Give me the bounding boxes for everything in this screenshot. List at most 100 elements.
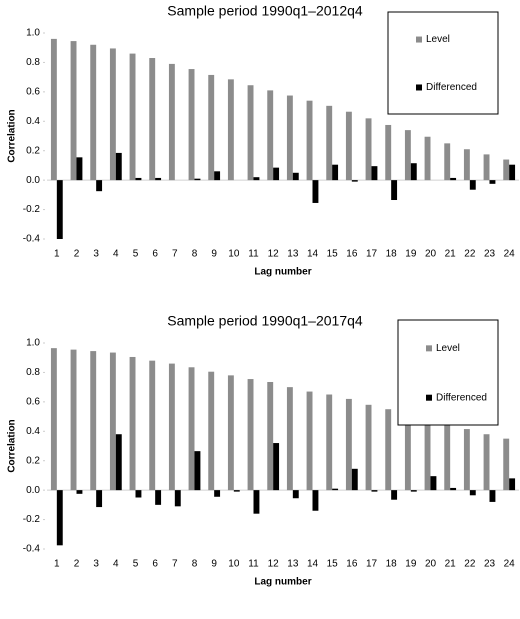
bar	[227, 79, 234, 181]
y-tick-label: 0.8	[26, 367, 40, 378]
bar	[332, 164, 339, 181]
bar	[50, 38, 57, 181]
bar	[351, 468, 358, 491]
bar	[292, 172, 299, 181]
x-tick-label: 3	[93, 249, 99, 260]
bar	[483, 434, 490, 491]
bar	[129, 356, 136, 491]
bar	[109, 48, 116, 181]
x-tick-label: 5	[133, 559, 139, 570]
bar	[371, 166, 378, 181]
bar	[208, 371, 215, 491]
x-tick-label: 12	[268, 249, 280, 260]
bar	[168, 363, 175, 491]
x-tick-label: 24	[504, 559, 516, 570]
bar	[70, 349, 77, 491]
x-tick-label: 6	[152, 249, 158, 260]
x-tick-label: 15	[327, 249, 339, 260]
x-axis-title: Lag number	[254, 577, 311, 588]
y-tick-label: -0.2	[23, 514, 41, 525]
x-tick-label: 8	[192, 559, 198, 570]
bar	[404, 413, 411, 491]
x-tick-label: 19	[405, 559, 417, 570]
bar	[306, 100, 313, 181]
x-tick-label: 23	[484, 559, 496, 570]
y-tick-label: 0.4	[26, 116, 40, 127]
bar	[149, 360, 156, 491]
bar	[90, 351, 97, 491]
bar	[430, 476, 437, 491]
x-tick-label: 2	[74, 249, 80, 260]
bar	[385, 124, 392, 181]
bar	[194, 178, 201, 181]
bar	[444, 423, 451, 491]
x-tick-label: 17	[366, 559, 378, 570]
bar	[332, 488, 339, 491]
x-tick-label: 18	[386, 559, 398, 570]
bar	[489, 490, 496, 502]
y-tick-label: 0.6	[26, 396, 40, 407]
bar	[155, 490, 162, 505]
bar	[90, 44, 97, 181]
bar	[188, 69, 195, 181]
x-axis-title: Lag number	[254, 267, 311, 278]
y-tick-label: 1.0	[26, 338, 40, 349]
bar	[312, 490, 319, 511]
x-tick-label: 16	[346, 559, 358, 570]
x-tick-label: 13	[287, 559, 299, 570]
x-tick-label: 17	[366, 249, 378, 260]
bar	[96, 180, 103, 192]
x-tick-label: 23	[484, 249, 496, 260]
bar	[292, 490, 299, 499]
bar	[56, 490, 63, 546]
bar	[503, 438, 510, 491]
bar	[391, 490, 398, 500]
legend-label: Level	[426, 34, 450, 45]
x-tick-label: 4	[113, 249, 119, 260]
x-tick-label: 20	[425, 559, 437, 570]
bar	[424, 136, 431, 181]
x-tick-label: 2	[74, 559, 80, 570]
bar	[109, 352, 116, 491]
chart-title: Sample period 1990q1–2012q4	[167, 3, 363, 19]
bar	[286, 387, 293, 491]
bar	[365, 404, 372, 491]
x-tick-label: 21	[445, 559, 457, 570]
bar	[483, 154, 490, 181]
x-tick-label: 22	[464, 559, 476, 570]
bar	[174, 490, 181, 507]
bar	[345, 398, 352, 491]
bar	[345, 111, 352, 181]
x-tick-label: 8	[192, 249, 198, 260]
bar	[253, 177, 260, 181]
bar	[233, 490, 240, 492]
bar	[214, 490, 221, 497]
bar	[155, 177, 162, 181]
bar	[424, 418, 431, 491]
x-tick-label: 11	[248, 559, 259, 570]
legend-swatch	[416, 36, 422, 43]
x-tick-label: 15	[327, 559, 339, 570]
bar	[444, 143, 451, 181]
bar	[135, 490, 142, 498]
chart-title: Sample period 1990q1–2017q4	[167, 313, 363, 329]
x-tick-label: 10	[228, 249, 240, 260]
bar	[450, 177, 457, 181]
bar	[188, 367, 195, 491]
bar	[267, 381, 274, 491]
bar	[115, 434, 122, 491]
bar	[312, 180, 319, 203]
bar	[56, 180, 63, 239]
bar	[286, 95, 293, 181]
bar	[227, 375, 234, 491]
bar	[489, 180, 496, 184]
bar	[365, 118, 372, 181]
x-tick-label: 16	[346, 249, 358, 260]
bar	[450, 487, 457, 491]
bar	[168, 63, 175, 181]
x-tick-label: 4	[113, 559, 119, 570]
x-tick-label: 10	[228, 559, 240, 570]
bar	[463, 429, 470, 491]
y-tick-label: 1.0	[26, 28, 40, 39]
x-tick-label: 9	[211, 559, 217, 570]
